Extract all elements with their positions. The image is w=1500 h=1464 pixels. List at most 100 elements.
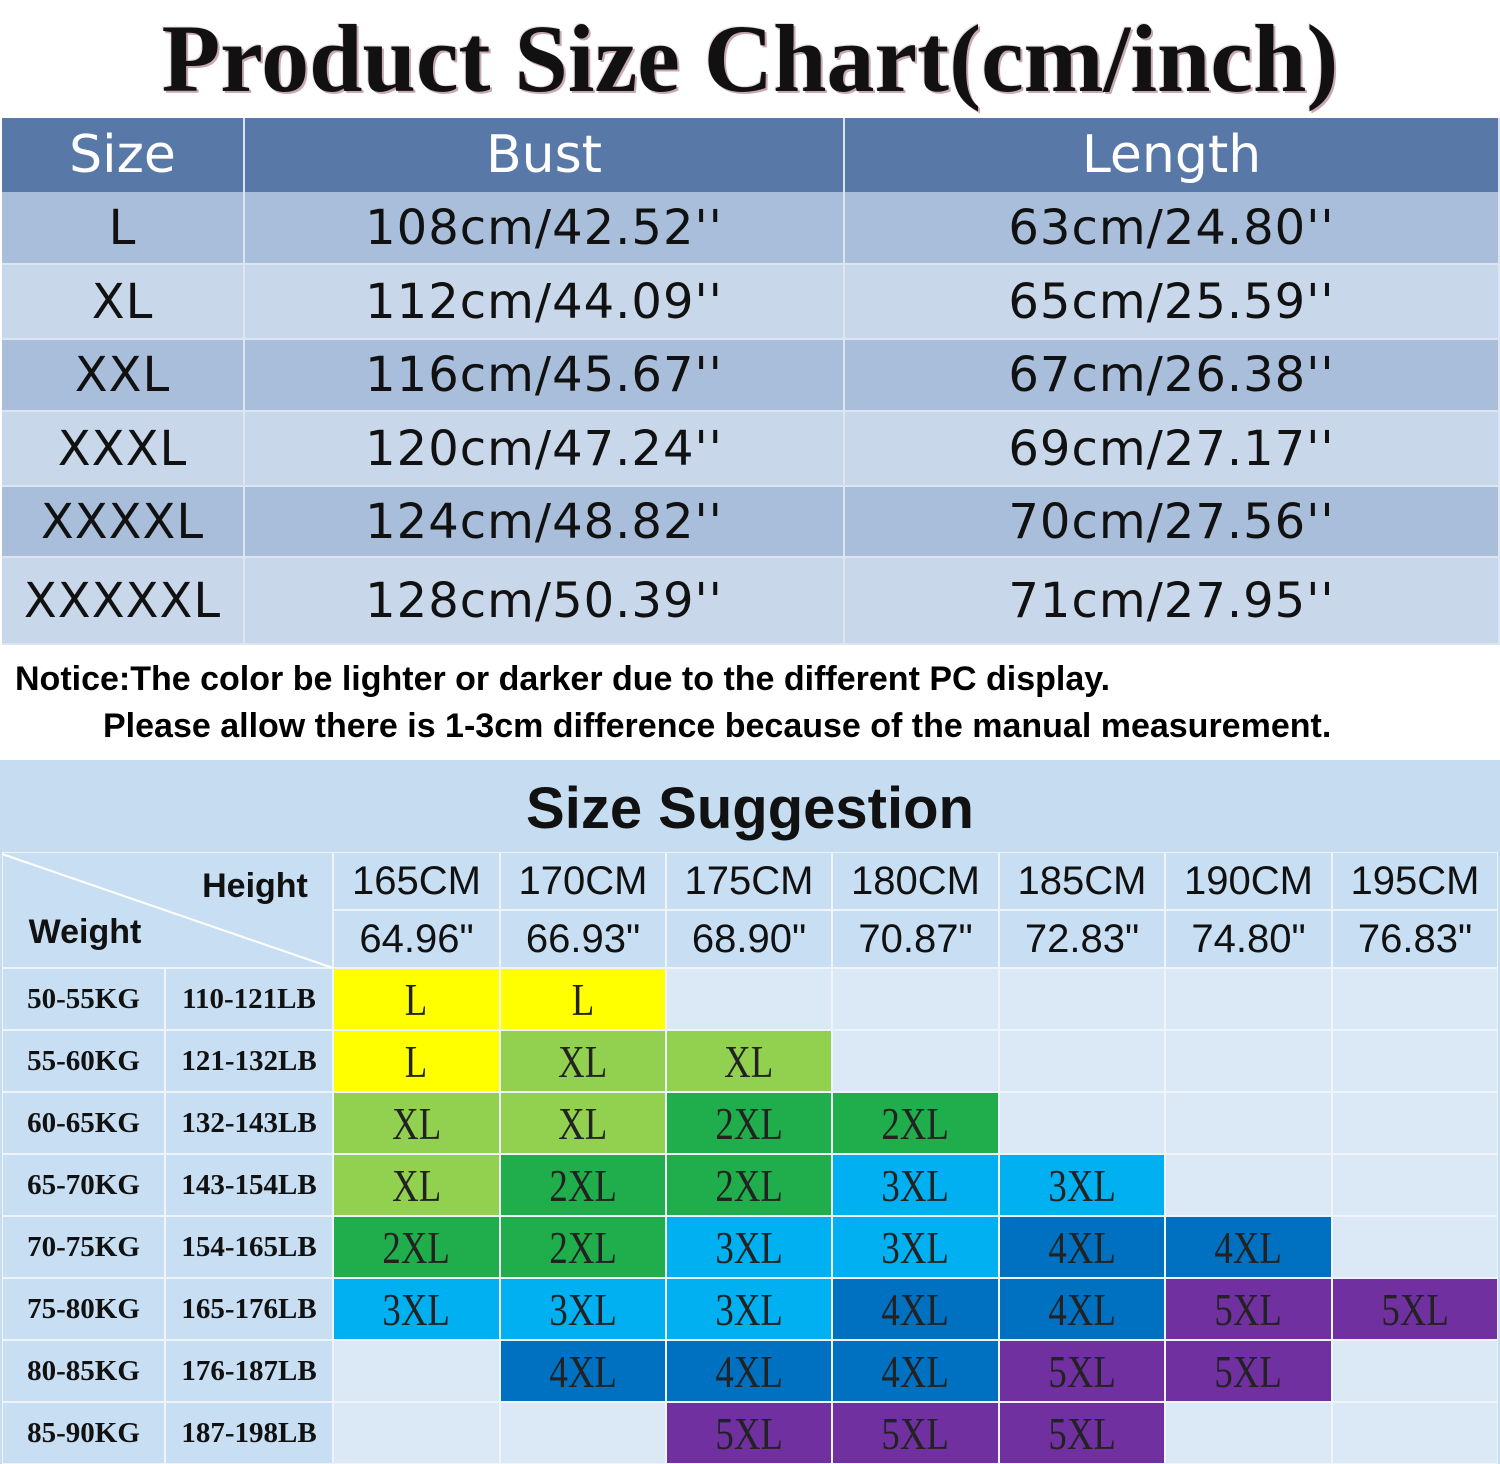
- size-cell: [1165, 1402, 1332, 1464]
- size-text: L: [571, 973, 595, 1025]
- height-in: 74.80": [1165, 910, 1332, 968]
- size-text: XL: [391, 1159, 442, 1211]
- size-cell: 4XL: [999, 1216, 1165, 1278]
- suggestion-title: Size Suggestion: [526, 775, 974, 841]
- size-text: XL: [558, 1097, 608, 1149]
- title: Product Size Chart(cm/inch): [161, 4, 1339, 112]
- height-label: Height: [202, 866, 308, 905]
- size-cell: [1165, 968, 1332, 1030]
- size-text: 3XL: [382, 1283, 451, 1335]
- size-text: 2XL: [715, 1159, 783, 1211]
- size-cell: [832, 968, 999, 1030]
- notice-line: Please allow there is 1-3cm difference b…: [103, 707, 1332, 745]
- size-cell: XL: [500, 1092, 666, 1154]
- size-cell: 2XL: [832, 1092, 999, 1154]
- weight-lb: 187-198LB: [165, 1402, 333, 1464]
- size-text: 3XL: [549, 1283, 617, 1335]
- weight-lb: 121-132LB: [165, 1030, 333, 1092]
- table-cell: 69cm/27.17'': [845, 412, 1500, 487]
- size-cell: [333, 1340, 500, 1402]
- height-cm: 180CM: [832, 852, 999, 910]
- table-cell: 65cm/25.59'': [845, 265, 1500, 340]
- size-text: L: [405, 1035, 428, 1087]
- table-cell: XXXXL: [2, 487, 245, 558]
- height-cm: 165CM: [333, 852, 500, 910]
- size-cell: 5XL: [666, 1402, 832, 1464]
- size-cell: [1332, 1092, 1498, 1154]
- size-cell: L: [500, 968, 666, 1030]
- table-header-cell: Size: [2, 118, 245, 192]
- table-header-cell: Bust: [245, 118, 845, 192]
- size-cell: [999, 968, 1165, 1030]
- size-cell: L: [333, 968, 500, 1030]
- size-cell: 5XL: [1165, 1340, 1332, 1402]
- weight-lb: 176-187LB: [165, 1340, 333, 1402]
- size-cell: [1332, 1402, 1498, 1464]
- size-cell: 2XL: [333, 1216, 500, 1278]
- size-cell: [1332, 1216, 1498, 1278]
- weight-lb: 132-143LB: [165, 1092, 333, 1154]
- size-text: 5XL: [1214, 1283, 1283, 1335]
- weight-label: Weight: [28, 912, 142, 951]
- size-cell: 4XL: [999, 1278, 1165, 1340]
- size-cell: 5XL: [832, 1402, 999, 1464]
- size-text: 4XL: [1048, 1221, 1116, 1273]
- size-text: 5XL: [1214, 1345, 1283, 1397]
- size-text: 4XL: [549, 1345, 617, 1397]
- table-cell: 63cm/24.80'': [845, 192, 1500, 265]
- weight-lb: 110-121LB: [165, 968, 333, 1030]
- size-cell: [832, 1030, 999, 1092]
- size-cell: 4XL: [666, 1340, 832, 1402]
- table-cell: L: [2, 192, 245, 265]
- size-text: L: [405, 973, 428, 1025]
- size-text: 3XL: [881, 1159, 950, 1211]
- weight-kg: 75-80KG: [2, 1278, 165, 1340]
- size-cell: XL: [666, 1030, 832, 1092]
- size-cell: XL: [500, 1030, 666, 1092]
- height-in: 68.90": [666, 910, 832, 968]
- table-cell: 71cm/27.95'': [845, 558, 1500, 645]
- size-cell: 3XL: [999, 1154, 1165, 1216]
- weight-kg: 60-65KG: [2, 1092, 165, 1154]
- weight-kg: 80-85KG: [2, 1340, 165, 1402]
- height-in: 66.93": [500, 910, 666, 968]
- table-cell: XXXXXL: [2, 558, 245, 645]
- height-cm: 195CM: [1332, 852, 1498, 910]
- size-cell: 5XL: [1332, 1278, 1498, 1340]
- size-text: 2XL: [549, 1159, 617, 1211]
- height-cm: 175CM: [666, 852, 832, 910]
- size-text: 3XL: [1048, 1159, 1116, 1211]
- height-in: 64.96": [333, 910, 500, 968]
- size-cell: [1332, 1340, 1498, 1402]
- size-cell: 3XL: [333, 1278, 500, 1340]
- height-in: 72.83": [999, 910, 1165, 968]
- height-in: 76.83": [1332, 910, 1498, 968]
- size-cell: 4XL: [500, 1340, 666, 1402]
- table-cell: 116cm/45.67'': [245, 340, 845, 412]
- size-text: 3XL: [881, 1221, 950, 1273]
- size-cell: 3XL: [500, 1278, 666, 1340]
- table-cell: 120cm/47.24'': [245, 412, 845, 487]
- table-cell: 67cm/26.38'': [845, 340, 1500, 412]
- table-cell: XXXL: [2, 412, 245, 487]
- height-in: 70.87": [832, 910, 999, 968]
- size-text: 5XL: [881, 1407, 950, 1459]
- size-text: 5XL: [1048, 1407, 1116, 1459]
- size-text: 2XL: [549, 1221, 617, 1273]
- size-text: 5XL: [1048, 1345, 1116, 1397]
- size-cell: [999, 1092, 1165, 1154]
- size-text: 4XL: [881, 1345, 950, 1397]
- size-text: 4XL: [715, 1345, 783, 1397]
- size-cell: 5XL: [999, 1340, 1165, 1402]
- size-text: 3XL: [715, 1283, 783, 1335]
- size-cell: [1165, 1030, 1332, 1092]
- table-cell: XXL: [2, 340, 245, 412]
- size-cell: 4XL: [832, 1278, 999, 1340]
- size-cell: [999, 1030, 1165, 1092]
- weight-kg: 50-55KG: [2, 968, 165, 1030]
- diagonal-line: [1, 853, 334, 969]
- size-text: 2XL: [715, 1097, 783, 1149]
- size-cell: [1165, 1154, 1332, 1216]
- table-cell: 124cm/48.82'': [245, 487, 845, 558]
- size-cell: [1165, 1092, 1332, 1154]
